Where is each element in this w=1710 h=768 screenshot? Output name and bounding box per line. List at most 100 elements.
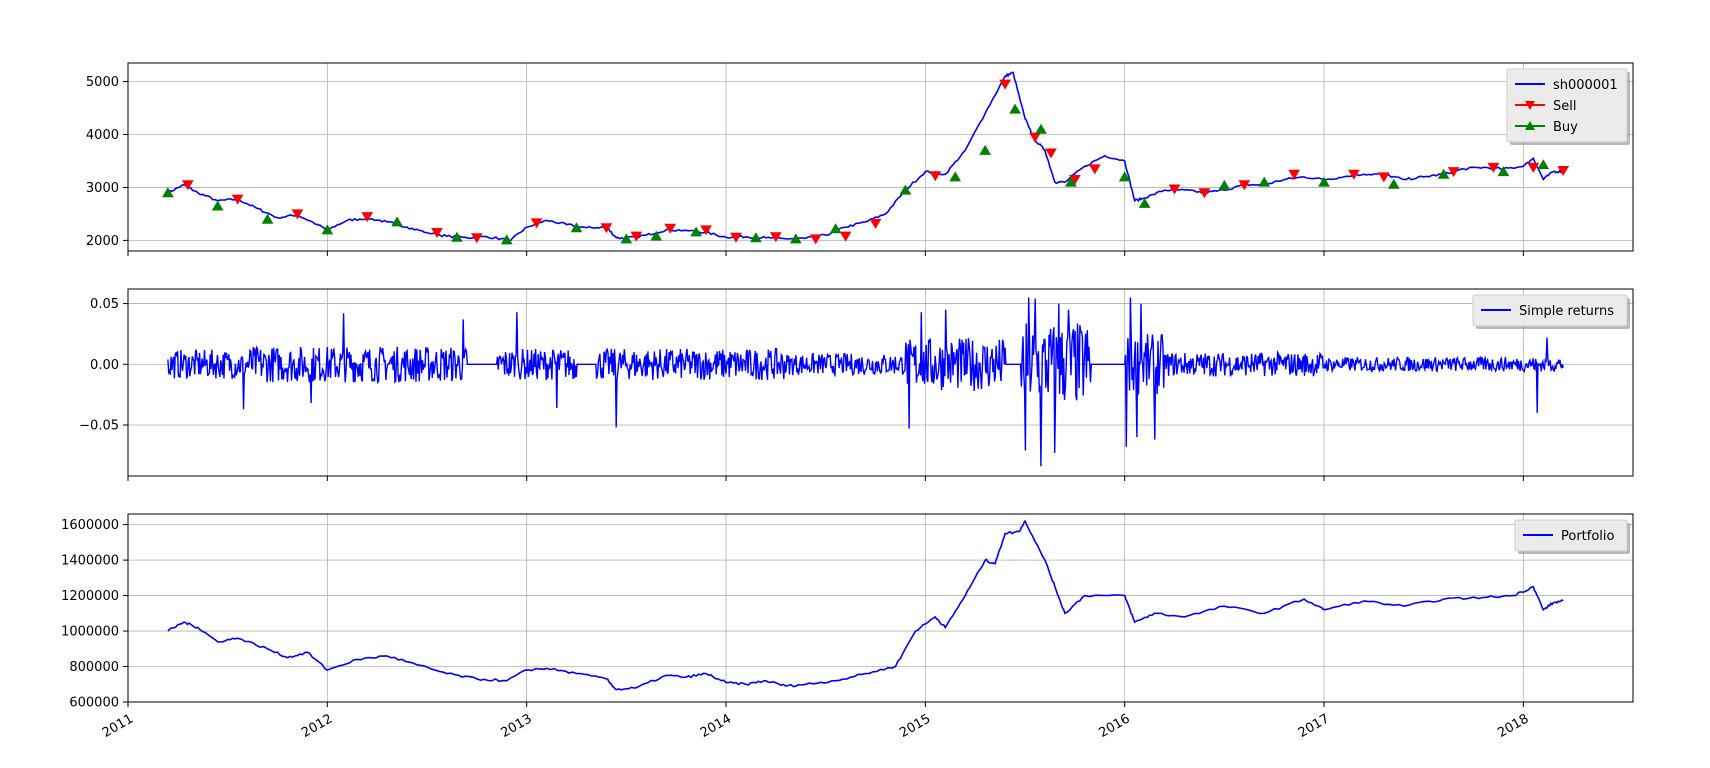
legend-label: Simple returns xyxy=(1519,304,1614,319)
legend-label: Buy xyxy=(1553,120,1578,135)
legend-box xyxy=(1514,519,1628,552)
x-tick-label: 2017 xyxy=(1296,711,1332,741)
sell-marker xyxy=(1238,180,1251,191)
plot-area xyxy=(167,297,1564,467)
plot-area xyxy=(161,71,1570,245)
y-tick-label: 1000000 xyxy=(61,625,119,640)
sell-marker xyxy=(181,180,194,191)
sell-marker xyxy=(809,234,822,245)
sell-marker xyxy=(929,171,942,182)
y-tick-label: 3000 xyxy=(86,181,119,196)
y-tick-label: 5000 xyxy=(86,75,119,90)
sell-marker xyxy=(664,223,677,234)
grid-lines xyxy=(127,289,1633,476)
plot-area xyxy=(167,519,1564,691)
sell-marker xyxy=(530,218,543,229)
price-panel: 2000 3000 4000 5000 sh000001 Sell Buy xyxy=(86,62,1634,256)
sell-marker xyxy=(700,225,712,236)
buy-marker xyxy=(570,222,583,233)
y-tick-label: 800000 xyxy=(69,660,119,675)
x-tick-label: 2011 xyxy=(100,711,136,741)
sell-marker xyxy=(231,194,244,205)
sell-marker xyxy=(730,232,742,243)
y-tick-label: −0.05 xyxy=(79,419,119,434)
buy-marker xyxy=(789,233,802,244)
y-tick-label: 4000 xyxy=(86,128,119,143)
sell-marker xyxy=(869,218,882,229)
x-tick-label: 2016 xyxy=(1097,711,1133,741)
y-tick-label: 1200000 xyxy=(61,589,119,604)
buy-marker xyxy=(211,200,224,211)
buy-marker xyxy=(1035,123,1047,134)
buy-marker xyxy=(1118,171,1131,182)
buy-marker xyxy=(261,213,274,224)
buy-marker xyxy=(1258,176,1271,187)
sell-marker xyxy=(1045,148,1057,159)
x-tick-label: 2018 xyxy=(1495,711,1531,741)
buy-marker xyxy=(500,234,513,245)
grid-lines xyxy=(127,514,1633,703)
returns-panel: −0.05 0.00 0.05 Simple returns xyxy=(79,288,1634,481)
legend-marker xyxy=(1525,121,1535,130)
buy-marker xyxy=(1138,197,1151,208)
buy-marker xyxy=(321,224,334,235)
buy-marker xyxy=(690,226,702,237)
y-tick-label: 1400000 xyxy=(61,554,119,569)
buy-marker xyxy=(650,230,663,241)
x-tick-label: 2012 xyxy=(299,711,335,741)
buy-marker xyxy=(1437,168,1450,179)
sell-marker xyxy=(1557,166,1570,176)
sell-marker xyxy=(600,223,613,234)
grid-lines xyxy=(127,63,1633,251)
sell-marker xyxy=(1377,172,1390,183)
sell-marker xyxy=(999,79,1011,90)
buy-marker xyxy=(1318,176,1330,187)
y-tick-label: 0.00 xyxy=(90,358,119,373)
sell-marker xyxy=(1198,188,1211,199)
sell-marker xyxy=(1487,162,1500,173)
marker-group-sell xyxy=(181,79,1570,245)
axes-frame xyxy=(127,513,1634,703)
buy-marker xyxy=(161,187,174,198)
buy-marker xyxy=(979,144,992,155)
x-tick-label: 2014 xyxy=(698,711,734,741)
axes-frame xyxy=(127,62,1634,252)
portfolio-panel: 600000 800000 1000000 1200000 1400000 1600000… xyxy=(61,513,1634,741)
sell-marker xyxy=(1527,162,1540,173)
sell-marker xyxy=(1088,164,1101,175)
sell-marker xyxy=(630,231,643,242)
sell-marker xyxy=(839,231,852,242)
sell-marker xyxy=(1168,184,1181,195)
y-tick-label: 2000 xyxy=(86,234,119,249)
buy-marker xyxy=(829,223,842,234)
sell-marker xyxy=(291,209,304,220)
series-line-sh000001 xyxy=(167,71,1564,242)
x-tick-label: 2015 xyxy=(897,711,933,741)
axes-frame xyxy=(127,288,1634,477)
buy-marker xyxy=(391,216,403,227)
legend-box xyxy=(1472,294,1628,327)
sell-marker xyxy=(1447,167,1460,178)
buy-marker xyxy=(1009,103,1021,114)
legend: Portfolio xyxy=(1514,519,1630,554)
buy-marker xyxy=(899,184,912,195)
sell-marker xyxy=(431,227,443,238)
y-tick-label: 1600000 xyxy=(61,518,119,533)
legend-label: Sell xyxy=(1553,99,1576,114)
buy-marker xyxy=(620,233,633,244)
sell-marker xyxy=(361,212,374,223)
series-line-simple-returns xyxy=(167,297,1564,467)
legend-marker xyxy=(1525,101,1535,110)
series-line-portfolio xyxy=(167,519,1564,691)
sell-marker xyxy=(769,232,782,243)
x-tick-label: 2013 xyxy=(499,711,535,741)
buy-marker xyxy=(949,171,962,182)
buy-marker xyxy=(451,231,463,242)
buy-marker xyxy=(1537,159,1550,170)
legend: Simple returns xyxy=(1472,294,1630,329)
buy-marker xyxy=(1387,178,1400,189)
legend: sh000001 Sell Buy xyxy=(1506,68,1630,145)
sell-marker xyxy=(470,233,483,244)
buy-marker xyxy=(1064,176,1077,187)
